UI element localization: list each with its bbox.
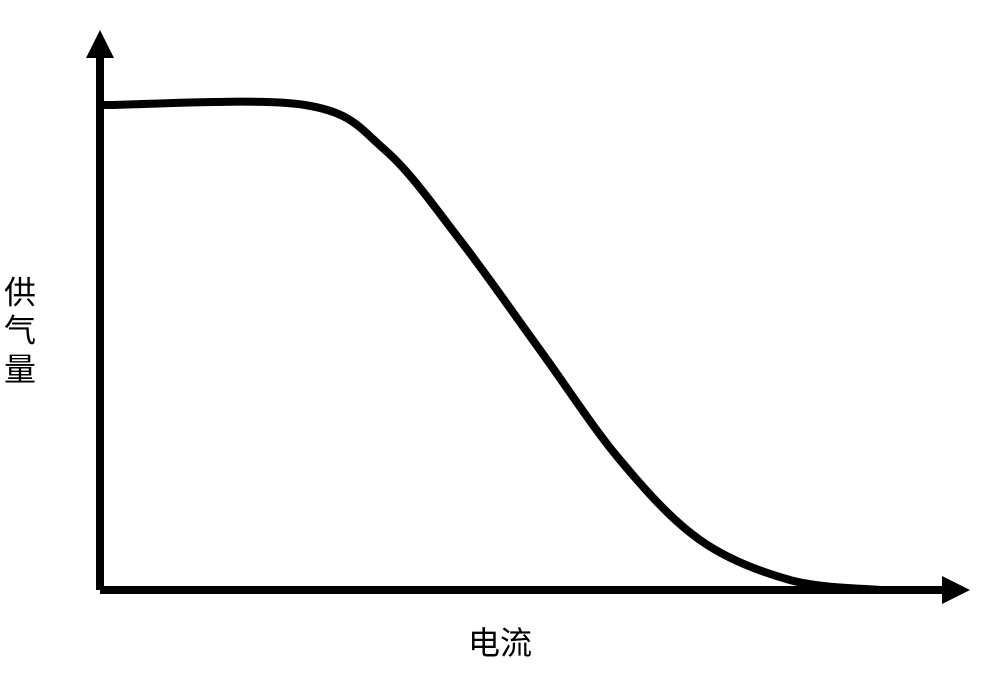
- x-axis-arrow: [942, 576, 970, 604]
- x-axis-label: 电流: [468, 618, 532, 664]
- y-axis-label-char: 供: [0, 274, 40, 312]
- curve-line: [105, 102, 880, 590]
- y-axis-label: 供 气 量: [0, 274, 40, 389]
- chart-svg: [0, 0, 1000, 674]
- y-axis-arrow: [86, 30, 114, 58]
- chart-container: 供 气 量 电流: [0, 0, 1000, 674]
- y-axis-label-char: 气: [0, 312, 40, 350]
- y-axis-label-char: 量: [0, 350, 40, 388]
